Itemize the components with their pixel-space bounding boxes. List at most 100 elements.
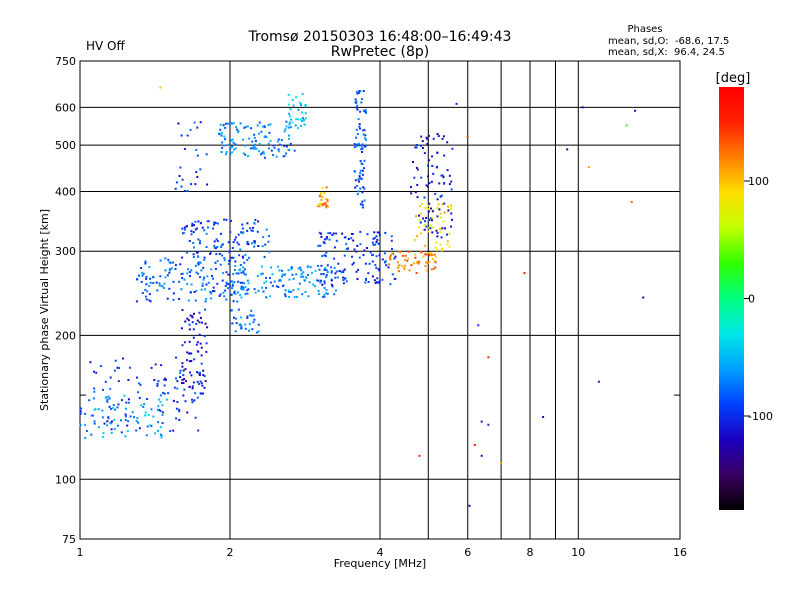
data-point <box>196 126 199 129</box>
data-point <box>298 101 301 104</box>
data-point <box>322 203 325 206</box>
data-point <box>287 289 290 292</box>
data-point <box>207 226 209 229</box>
data-point <box>440 228 443 231</box>
data-point <box>102 388 104 391</box>
data-point <box>353 170 356 173</box>
data-point <box>311 271 313 274</box>
data-point <box>390 239 393 242</box>
data-point <box>205 232 208 235</box>
data-point <box>120 419 122 422</box>
data-point <box>156 289 159 292</box>
data-point <box>334 272 337 275</box>
data-point <box>373 231 376 234</box>
data-point <box>159 259 162 262</box>
data-point <box>320 232 323 235</box>
data-point <box>273 280 276 283</box>
data-point <box>424 244 427 247</box>
data-point <box>179 376 182 378</box>
data-point <box>318 231 321 234</box>
data-point <box>199 239 201 242</box>
data-point <box>231 322 234 325</box>
data-point <box>232 241 235 244</box>
data-point <box>384 261 386 264</box>
data-point <box>430 219 433 222</box>
data-point <box>625 124 628 127</box>
data-point <box>325 292 327 295</box>
data-point <box>360 148 363 151</box>
data-point <box>199 276 202 279</box>
data-point <box>149 300 152 303</box>
data-point <box>391 252 394 255</box>
data-point <box>146 425 149 428</box>
data-point <box>246 292 249 295</box>
y-tick-labels: 75 100 200 300 400 500 600 750 <box>55 55 76 546</box>
data-point <box>436 165 439 168</box>
data-point <box>234 236 237 239</box>
data-point <box>321 255 324 258</box>
data-point <box>236 291 239 294</box>
data-point <box>384 260 387 263</box>
data-point <box>233 238 236 241</box>
data-point <box>435 241 438 244</box>
data-point <box>420 135 423 138</box>
data-point <box>325 288 328 291</box>
data-point <box>360 98 363 101</box>
data-point <box>406 259 409 262</box>
data-point <box>436 232 439 234</box>
data-point <box>256 230 259 233</box>
data-point <box>110 428 113 431</box>
data-point <box>79 412 82 415</box>
data-point <box>383 252 386 255</box>
data-point <box>88 399 91 402</box>
data-point <box>329 266 332 269</box>
data-point <box>355 136 358 139</box>
data-point <box>308 281 311 284</box>
data-point <box>416 235 418 238</box>
data-point <box>163 286 165 289</box>
data-point <box>357 142 360 145</box>
data-point <box>252 321 255 324</box>
data-point <box>354 179 357 182</box>
data-point <box>323 282 326 285</box>
data-point <box>195 343 198 346</box>
data-point <box>300 275 302 278</box>
data-point <box>124 435 127 438</box>
data-point <box>364 262 367 265</box>
y-tick-label: 750 <box>55 55 76 68</box>
data-point <box>203 375 206 378</box>
data-point <box>281 275 283 278</box>
data-point <box>440 216 442 219</box>
data-point <box>197 220 200 223</box>
data-point <box>197 251 199 254</box>
data-point <box>207 281 210 284</box>
data-point <box>108 405 111 408</box>
data-point <box>214 268 217 270</box>
data-point <box>289 142 292 145</box>
data-point <box>147 413 150 416</box>
data-point <box>378 234 381 236</box>
data-point <box>425 269 428 272</box>
data-point <box>191 385 194 388</box>
data-point <box>252 314 255 317</box>
data-point <box>157 398 160 401</box>
data-point <box>192 381 195 384</box>
data-point <box>342 279 345 282</box>
data-point <box>223 218 226 221</box>
data-point <box>320 264 323 267</box>
data-point <box>414 146 417 149</box>
data-point <box>263 152 266 155</box>
data-point <box>202 369 205 372</box>
data-point <box>431 164 434 167</box>
data-point <box>224 126 227 129</box>
data-point <box>375 235 378 238</box>
data-point <box>427 204 429 207</box>
data-point <box>362 133 365 136</box>
data-point <box>127 379 130 381</box>
data-point <box>251 328 254 331</box>
data-point <box>91 414 94 417</box>
data-point <box>146 290 149 293</box>
data-point <box>421 202 423 205</box>
data-point <box>403 268 406 270</box>
data-point <box>161 404 164 407</box>
